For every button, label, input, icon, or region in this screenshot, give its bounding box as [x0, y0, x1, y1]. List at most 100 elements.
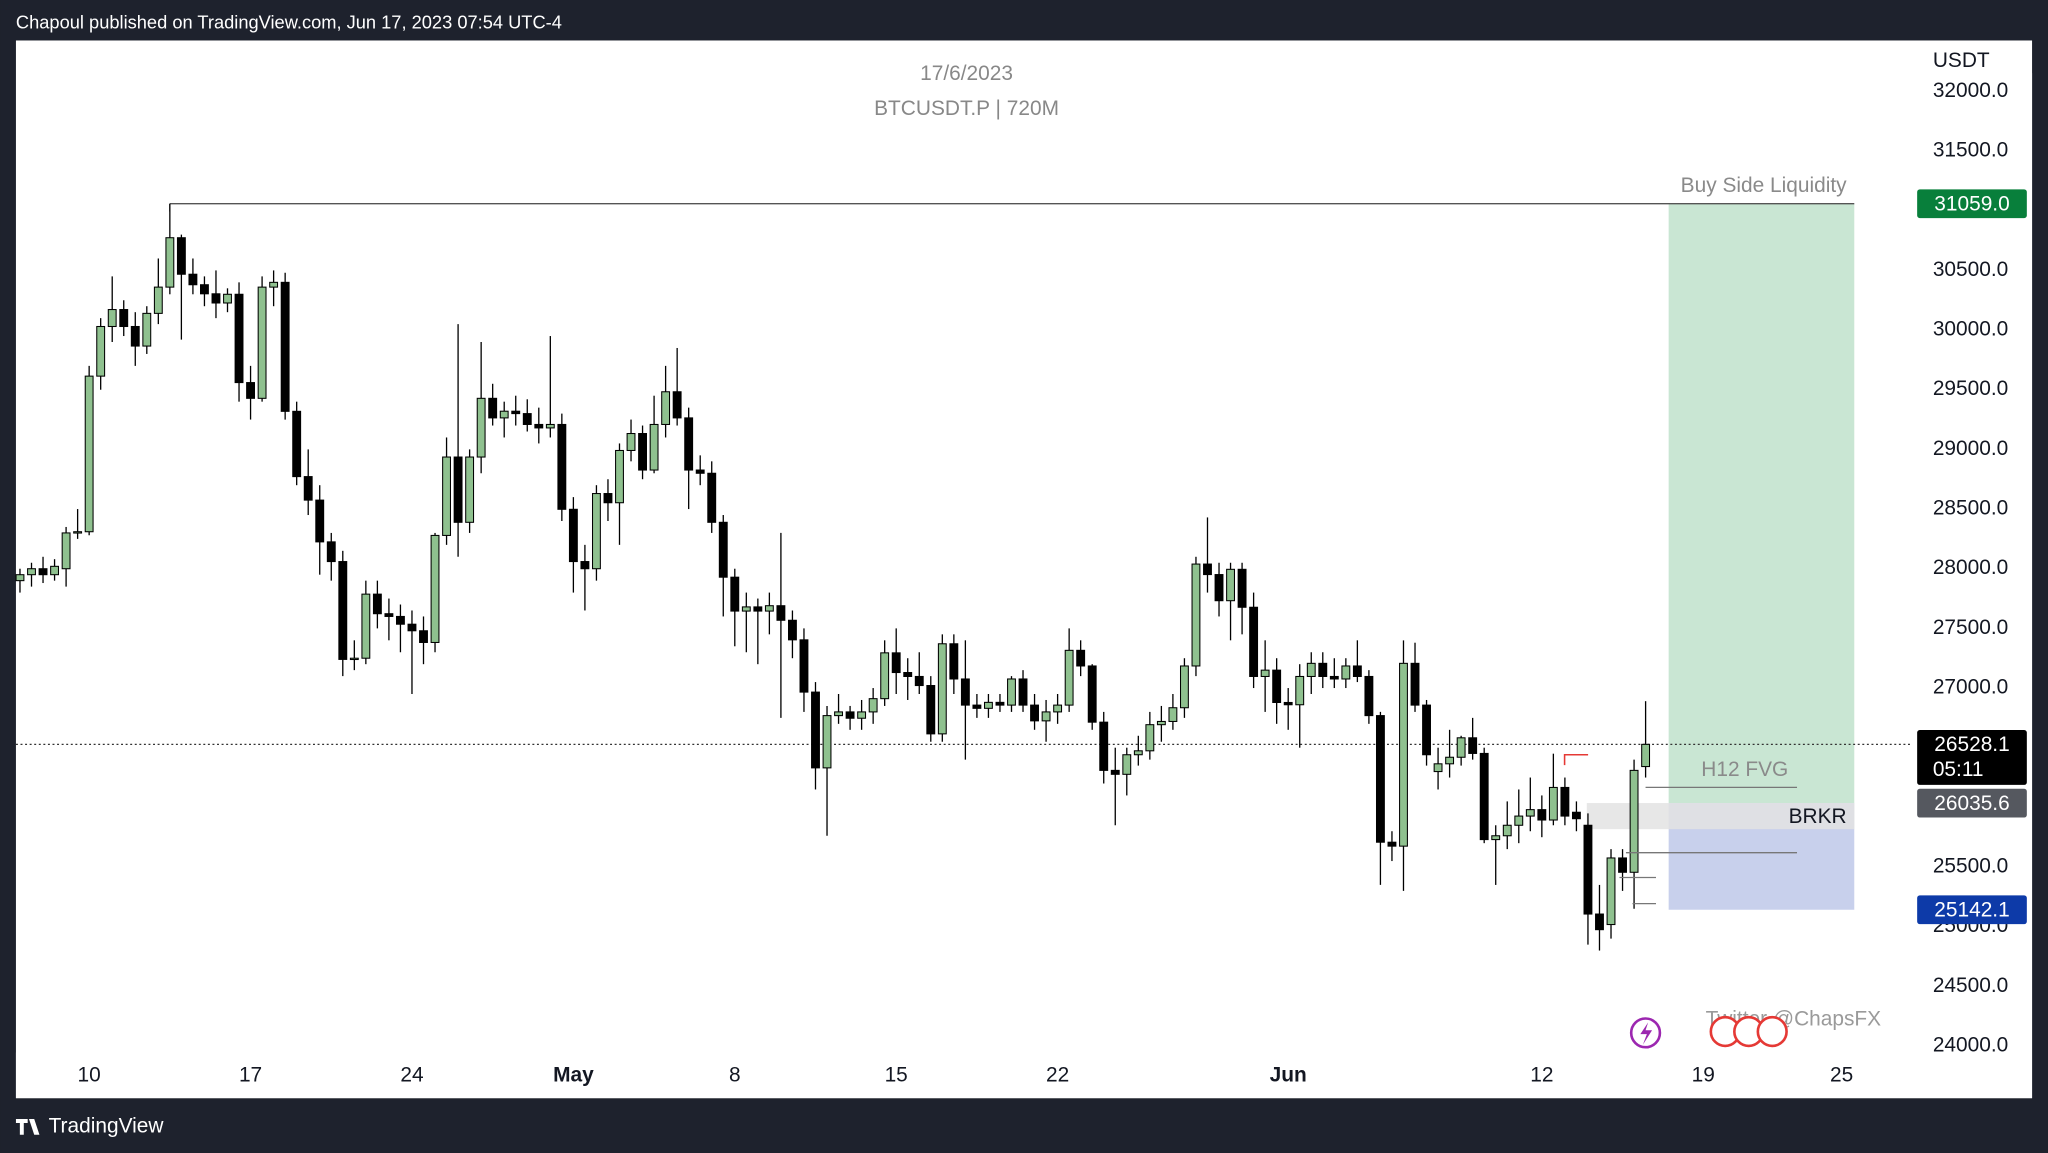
candle-body — [638, 433, 647, 471]
x-tick-label: 19 — [1692, 1063, 1715, 1086]
candle-body — [857, 711, 867, 719]
candle-body — [499, 410, 509, 419]
candle-body — [1583, 824, 1593, 915]
candle-body — [476, 397, 486, 458]
price-tag — [1917, 895, 2027, 925]
candle-body — [1399, 662, 1408, 847]
candle-body — [142, 312, 152, 347]
candle-body — [1629, 769, 1639, 873]
price-tag-label: 26035.6 — [1934, 792, 2009, 815]
candle-body — [361, 593, 371, 659]
candle-body — [1018, 678, 1028, 706]
candle-body — [1329, 675, 1339, 680]
candle-body — [73, 531, 83, 534]
candle-body — [407, 623, 417, 632]
x-tick-label: 17 — [239, 1063, 262, 1086]
last-price-label: 26528.1 — [1934, 733, 2009, 756]
candle-body — [1283, 701, 1293, 706]
candle-body — [1053, 704, 1063, 713]
candle-body — [880, 652, 890, 700]
candle-body — [153, 286, 163, 314]
candle-body — [1145, 724, 1155, 752]
time-axis-bg — [15, 1052, 2033, 1099]
y-tick-label: 24500.0 — [1933, 974, 2008, 997]
candle-body — [119, 309, 129, 328]
candle-body — [960, 678, 970, 706]
candle-body — [615, 449, 624, 504]
candle-body — [545, 423, 555, 429]
candle-body — [15, 574, 25, 582]
candle-body — [1422, 704, 1431, 756]
candle-body — [1237, 568, 1247, 608]
y-tick-label: 30500.0 — [1933, 258, 2008, 281]
candle-body — [914, 675, 924, 687]
header-text: Chapoul published on TradingView.com, Ju… — [16, 11, 562, 32]
overlay: Buy Side Liquidity H12 FVG BRKR — [1563, 174, 1848, 1049]
x-tick-label: 8 — [729, 1063, 741, 1086]
candles — [15, 203, 1651, 951]
candle-body — [1364, 675, 1374, 717]
candle-body — [1272, 669, 1282, 704]
candle-body — [326, 541, 336, 563]
candle-body — [937, 643, 947, 735]
candle-body — [61, 532, 71, 570]
candle-body — [983, 701, 993, 709]
candle-body — [522, 413, 532, 425]
candle-body — [661, 391, 671, 425]
y-tick-label: 29500.0 — [1933, 377, 2008, 400]
y-tick-label: 28000.0 — [1933, 556, 2008, 579]
candle-body — [1214, 574, 1224, 602]
candle-body — [1179, 665, 1189, 709]
candle-body — [1064, 649, 1074, 706]
candle-body — [430, 534, 440, 643]
candle-body — [799, 639, 809, 693]
candle-body — [603, 493, 613, 504]
candle-body — [1133, 750, 1143, 756]
candle-body — [1537, 809, 1547, 821]
candle-body — [1514, 815, 1524, 826]
candle-body — [822, 715, 832, 769]
candle-body — [949, 643, 959, 680]
y-tick-label: 30000.0 — [1933, 318, 2008, 341]
candle-body — [1548, 786, 1558, 821]
candle-body — [280, 281, 290, 412]
candle-body — [1571, 811, 1581, 820]
annotation: Buy Side Liquidity — [1681, 174, 1848, 197]
candle-body — [568, 508, 578, 563]
candle-body — [395, 615, 405, 625]
candle-body — [972, 704, 982, 709]
candle-body — [1410, 662, 1420, 706]
candle-body — [453, 456, 463, 523]
event-icon[interactable] — [1629, 1017, 1662, 1049]
candle-body — [1468, 737, 1478, 754]
candle-body — [1641, 743, 1651, 768]
y-tick-label: 29000.0 — [1933, 437, 2008, 460]
candle-body — [315, 499, 325, 543]
candle-body — [534, 423, 544, 429]
y-tick-label: 27500.0 — [1933, 616, 2008, 639]
candle-body — [926, 685, 936, 735]
candle-body — [338, 561, 348, 660]
candle-body — [188, 273, 198, 286]
x-tick-label: May — [553, 1063, 594, 1086]
x-tick-label: 15 — [885, 1063, 908, 1086]
candle-body — [38, 568, 48, 576]
x-tick-label: 25 — [1830, 1063, 1853, 1086]
candle-body — [1375, 715, 1385, 843]
candle-body — [1295, 675, 1305, 706]
price-tag-label: 25142.1 — [1934, 899, 2009, 922]
price-tag-label: 31059.0 — [1934, 193, 2009, 216]
candle-body — [1168, 707, 1178, 722]
flag-icon[interactable] — [1756, 1015, 1788, 1048]
candle-body — [891, 652, 901, 674]
candle-body — [1260, 669, 1270, 677]
candle-body — [811, 691, 820, 769]
candle-body — [107, 309, 117, 328]
candle-body — [1203, 563, 1212, 576]
candle-body — [96, 325, 106, 377]
candle-body — [211, 293, 221, 304]
candle-body — [1479, 752, 1489, 841]
candle-body — [27, 568, 36, 576]
candle-body — [776, 605, 786, 621]
candle-body — [557, 423, 567, 510]
